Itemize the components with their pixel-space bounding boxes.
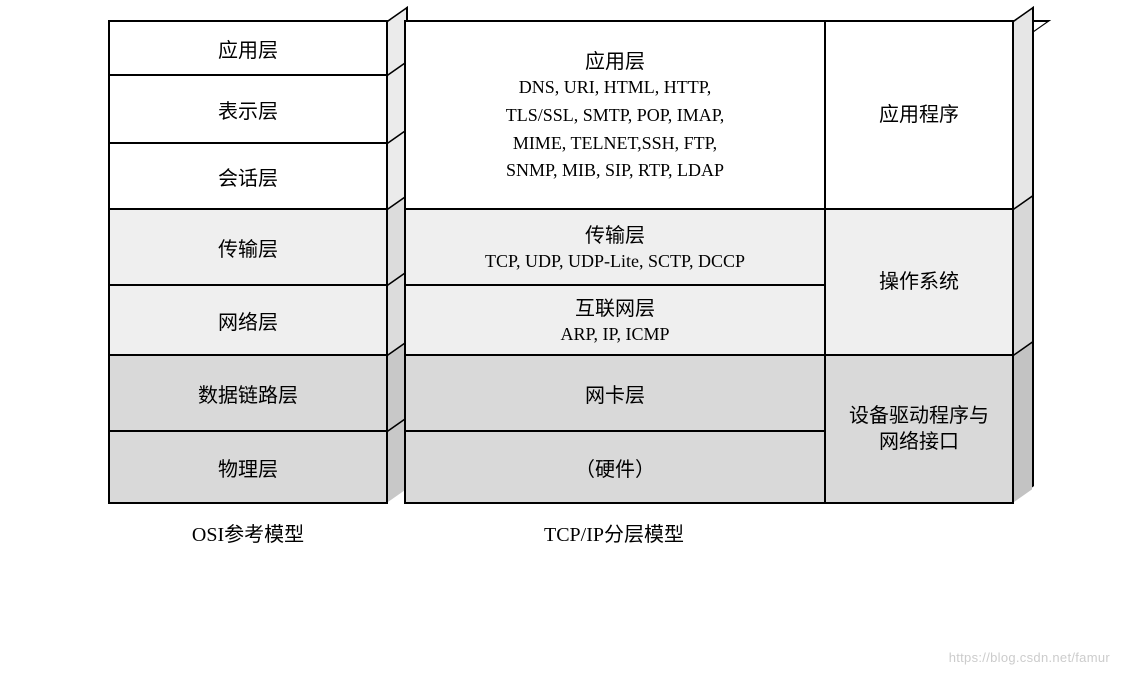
- osi-layer-2: 会话层: [110, 144, 386, 210]
- osi-layer-0: 应用层: [110, 22, 386, 76]
- tcpip-stack: 应用层DNS, URI, HTML, HTTP,TLS/SSL, SMTP, P…: [404, 20, 824, 504]
- osi-layer-4: 网络层: [110, 286, 386, 356]
- osi-stack: 应用层表示层会话层传输层网络层数据链路层物理层: [108, 20, 388, 504]
- right-groups-stack: 应用程序操作系统设备驱动程序与网络接口: [824, 20, 1014, 504]
- osi-caption: OSI参考模型: [108, 518, 388, 547]
- tcpip-layer-protocols: DNS, URI, HTML, HTTP,TLS/SSL, SMTP, POP,…: [506, 74, 725, 186]
- osi-layer-label: 表示层: [218, 95, 278, 124]
- tcpip-block: 应用层DNS, URI, HTML, HTTP,TLS/SSL, SMTP, P…: [404, 20, 1014, 547]
- tcpip-layer-0: 应用层DNS, URI, HTML, HTTP,TLS/SSL, SMTP, P…: [406, 22, 824, 210]
- tcpip-side-face: [1014, 6, 1034, 500]
- osi-layer-label: 传输层: [218, 233, 278, 262]
- tcpip-caption: TCP/IP分层模型: [404, 518, 824, 547]
- tcpip-layer-4: （硬件）: [406, 432, 824, 502]
- tcpip-layer-title: 应用层: [585, 45, 645, 74]
- osi-layer-label: 会话层: [218, 162, 278, 191]
- tcpip-layer-title: 传输层: [585, 219, 645, 248]
- tcpip-layer-protocols: TCP, UDP, UDP-Lite, SCTP, DCCP: [485, 248, 745, 276]
- osi-layer-6: 物理层: [110, 432, 386, 502]
- osi-layer-5: 数据链路层: [110, 356, 386, 432]
- tcpip-layer-protocols: ARP, IP, ICMP: [560, 321, 669, 349]
- right-group-1: 操作系统: [826, 210, 1012, 356]
- tcpip-side-seg: [1014, 9, 1032, 210]
- tcpip-layer-title: （硬件）: [575, 453, 655, 482]
- tcpip-layer-2: 互联网层ARP, IP, ICMP: [406, 286, 824, 356]
- right-group-0: 应用程序: [826, 22, 1012, 210]
- osi-layer-label: 网络层: [218, 306, 278, 335]
- tcpip-layer-3: 网卡层: [406, 356, 824, 432]
- osi-block: 应用层表示层会话层传输层网络层数据链路层物理层 OSI参考模型: [108, 20, 388, 547]
- osi-layer-label: 应用层: [218, 34, 278, 63]
- network-model-diagram: 应用层表示层会话层传输层网络层数据链路层物理层 OSI参考模型 应用层DNS, …: [20, 20, 1102, 547]
- right-group-2: 设备驱动程序与网络接口: [826, 356, 1012, 502]
- osi-layer-1: 表示层: [110, 76, 386, 144]
- tcpip-side-seg: [1014, 343, 1032, 502]
- osi-layer-label: 数据链路层: [198, 379, 298, 408]
- osi-layer-3: 传输层: [110, 210, 386, 286]
- tcpip-layer-title: 互联网层: [575, 292, 655, 321]
- osi-layer-label: 物理层: [218, 453, 278, 482]
- tcpip-side-seg: [1014, 197, 1032, 356]
- tcpip-layer-title: 网卡层: [585, 379, 645, 408]
- tcpip-layer-1: 传输层TCP, UDP, UDP-Lite, SCTP, DCCP: [406, 210, 824, 286]
- watermark: https://blog.csdn.net/famur: [949, 650, 1110, 665]
